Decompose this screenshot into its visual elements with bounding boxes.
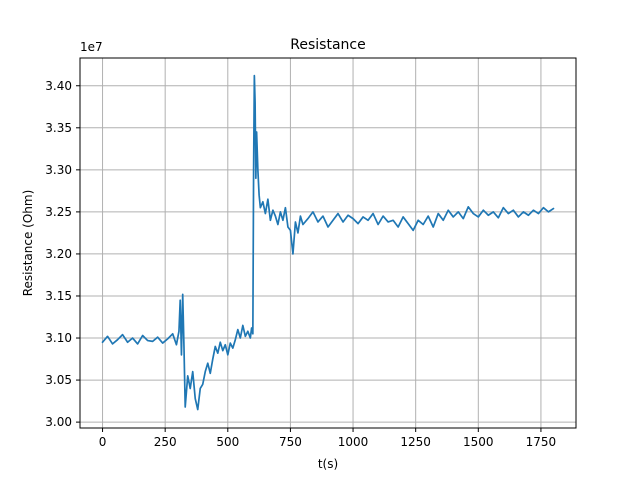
y-tick-label: 3.10 (45, 331, 72, 345)
x-tick-label: 1750 (526, 435, 557, 449)
y-tick-label: 3.00 (45, 415, 72, 429)
x-tick-label: 750 (279, 435, 302, 449)
y-tick-label: 3.05 (45, 373, 72, 387)
x-tick-label: 1000 (338, 435, 369, 449)
x-axis-ticks: 0 250 500 750 1000 1250 1500 1750 (99, 428, 556, 449)
series-line (101, 74, 555, 411)
y-tick-label: 3.35 (45, 121, 72, 135)
y-tick-label: 3.25 (45, 205, 72, 219)
x-tick-label: 500 (216, 435, 239, 449)
x-tick-label: 0 (99, 435, 107, 449)
x-tick-label: 1250 (400, 435, 431, 449)
y-tick-label: 3.15 (45, 289, 72, 303)
plot-series (101, 74, 555, 411)
y-tick-label: 3.30 (45, 163, 72, 177)
chart-title: Resistance (290, 37, 365, 53)
x-tick-label: 250 (154, 435, 177, 449)
y-offset-label: 1e7 (80, 40, 103, 54)
x-axis-label: t(s) (318, 457, 338, 471)
y-axis-label: Resistance (Ohm) (21, 190, 35, 297)
y-tick-label: 3.40 (45, 79, 72, 93)
y-axis-ticks: 3.00 3.05 3.10 3.15 3.20 3.25 3.30 3.35 3.40 (45, 79, 80, 429)
y-tick-label: 3.20 (45, 247, 72, 261)
x-tick-label: 1500 (463, 435, 494, 449)
plot-frame (79, 57, 577, 429)
